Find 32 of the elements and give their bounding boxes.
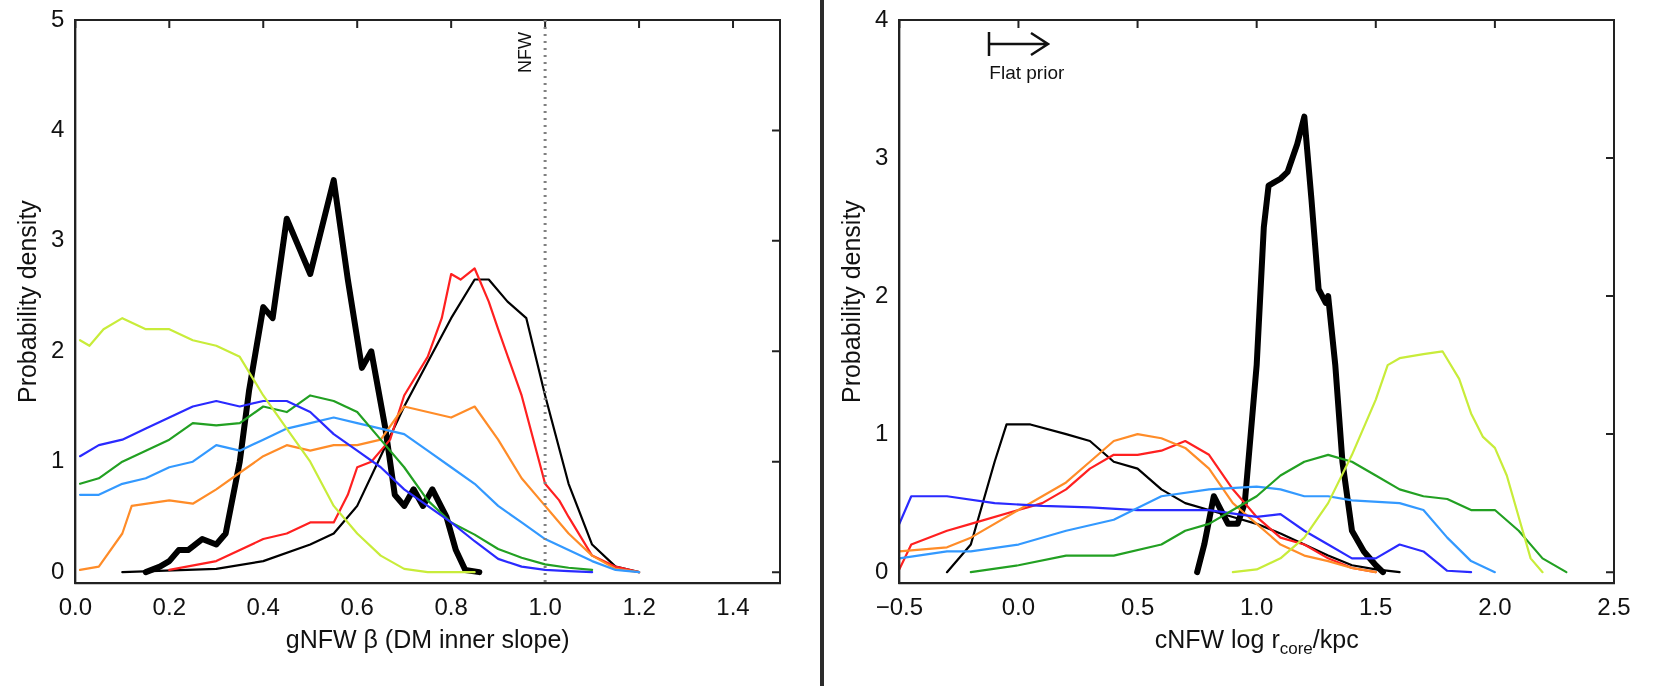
y-axis-title: Probability density: [836, 199, 865, 404]
y-tick-label: 3: [50, 225, 65, 253]
y-axis-title: Probability density: [12, 199, 41, 404]
y-tick-label: 0: [874, 556, 889, 584]
x-tick-label: 0.5: [1120, 593, 1155, 621]
x-tick-label: 1.0: [1239, 593, 1274, 621]
x-tick-label: 1.5: [1359, 593, 1393, 621]
y-tick-label: 5: [50, 4, 65, 32]
x-tick-label: 0.2: [152, 593, 186, 621]
ref-line-label: NFW: [515, 31, 536, 73]
x-tick-label: −0.5: [875, 593, 924, 621]
y-tick-label: 3: [874, 142, 889, 170]
x-tick-label: 0.6: [340, 593, 374, 621]
y-tick-label: 4: [874, 4, 889, 32]
x-tick-label: 1.0: [528, 593, 562, 621]
x-tick-label: 0.4: [246, 593, 280, 621]
y-tick-label: 2: [874, 280, 889, 308]
y-tick-label: 2: [50, 335, 65, 363]
annotation: Flat prior: [989, 61, 1065, 83]
y-tick-label: 4: [50, 115, 65, 143]
x-tick-label: 1.2: [622, 593, 656, 621]
x-tick-label: 0.8: [434, 593, 468, 621]
y-tick-label: 1: [50, 446, 65, 474]
x-tick-label: 0.0: [1001, 593, 1036, 621]
y-tick-label: 1: [874, 418, 889, 446]
x-axis-title: gNFW β (DM inner slope): [285, 625, 570, 655]
x-axis-title: cNFW log r$_{core}$/kpc: [1154, 625, 1359, 660]
x-tick-label: 1.4: [716, 593, 750, 621]
x-tick-label: 2.0: [1478, 593, 1512, 621]
x-tick-label: 0.0: [58, 593, 93, 621]
x-tick-label: 2.5: [1597, 593, 1631, 621]
y-tick-label: 0: [50, 556, 65, 584]
